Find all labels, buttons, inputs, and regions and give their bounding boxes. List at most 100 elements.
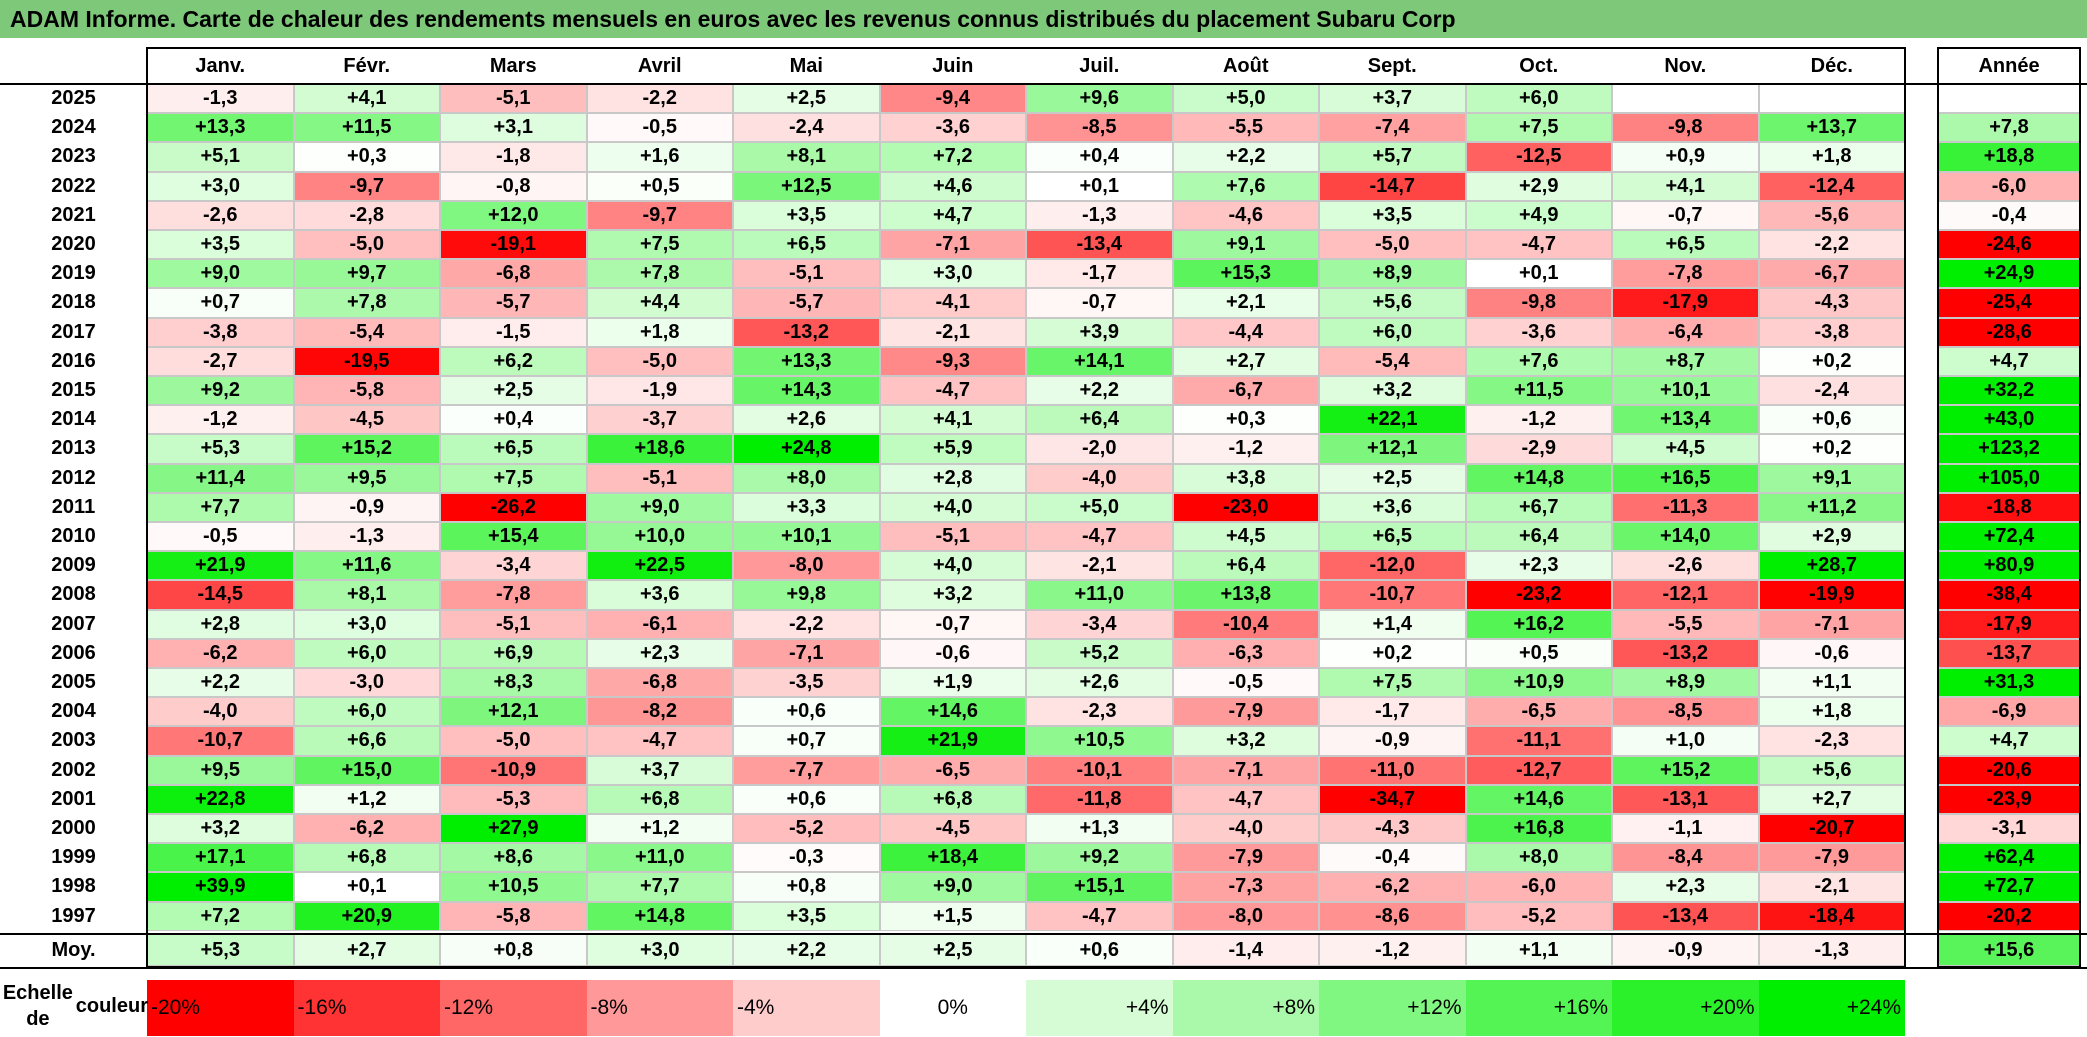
heatmap-cell: +9,5 (293, 463, 440, 493)
heatmap-cell: -1,2 (1465, 405, 1612, 435)
heatmap-cell: +7,7 (147, 492, 294, 522)
heatmap-cell: -10,9 (440, 755, 587, 785)
year-label: 2015 (51, 379, 96, 402)
heatmap-cell: -6,8 (440, 259, 587, 289)
heatmap-cell: +2,2 (1026, 376, 1173, 406)
heatmap-cell: +8,1 (733, 142, 880, 172)
average-cell: +5,3 (147, 934, 294, 966)
year-total-cell: -18,8 (1938, 492, 2080, 522)
heatmap-cell: +5,1 (147, 142, 294, 172)
heatmap-cell: +16,2 (1465, 609, 1612, 639)
heatmap-cell: +6,0 (1465, 84, 1612, 114)
heatmap-cell: +1,2 (293, 784, 440, 814)
heatmap-cell: -0,6 (1758, 638, 1905, 668)
year-label: 2023 (51, 145, 96, 168)
year-label: 1998 (51, 875, 96, 898)
heatmap-cell: -7,1 (1172, 755, 1319, 785)
heatmap-cell: +9,0 (147, 259, 294, 289)
heatmap-cell: +22,8 (147, 784, 294, 814)
year-label: 2016 (51, 349, 96, 372)
year-total-cell: +72,7 (1938, 872, 2080, 902)
heatmap-cell: +10,9 (1465, 668, 1612, 698)
heatmap-cell: +2,7 (1758, 784, 1905, 814)
heatmap-cell: -12,1 (1612, 580, 1759, 610)
heatmap-cell: -2,1 (879, 317, 1026, 347)
heatmap-cell: -6,5 (1465, 697, 1612, 727)
heatmap-cell: -5,1 (440, 609, 587, 639)
heatmap-cell: +9,2 (1026, 843, 1173, 873)
heatmap-cell: -11,1 (1465, 726, 1612, 756)
heatmap-cell: +3,0 (293, 609, 440, 639)
heatmap-cell: +4,4 (586, 288, 733, 318)
color-scale-label-line2: couleur (75, 995, 148, 1017)
month-header: Mai (789, 54, 823, 77)
year-label: 2012 (51, 466, 96, 489)
heatmap-cell: +28,7 (1758, 551, 1905, 581)
average-label: Moy. (51, 938, 96, 961)
heatmap-cell: -2,7 (147, 346, 294, 376)
heatmap-cell: -20,7 (1758, 814, 1905, 844)
heatmap-cell: -1,2 (147, 405, 294, 435)
month-header: Mars (489, 54, 537, 77)
heatmap-cell: -1,7 (1319, 697, 1466, 727)
year-total-cell: +80,9 (1938, 551, 2080, 581)
heatmap-cell: +16,8 (1465, 814, 1612, 844)
heatmap-cell: +2,8 (879, 463, 1026, 493)
heatmap-cell: +1,8 (586, 317, 733, 347)
heatmap-cell: -13,4 (1026, 230, 1173, 260)
year-label: 2024 (51, 116, 96, 139)
color-scale-step: +12% (1319, 980, 1466, 1036)
average-separator (0, 933, 2087, 935)
heatmap-cell: -3,8 (147, 317, 294, 347)
heatmap-cell: +22,5 (586, 551, 733, 581)
heatmap-cell: +2,9 (1465, 171, 1612, 201)
heatmap-cell: -5,0 (586, 346, 733, 376)
heatmap-cell: +11,5 (293, 113, 440, 143)
heatmap-cell: -8,5 (1026, 113, 1173, 143)
heatmap-cell: -0,7 (879, 609, 1026, 639)
heatmap-cell: +18,6 (586, 434, 733, 464)
year-total-cell: +31,3 (1938, 668, 2080, 698)
heatmap-cell: -6,2 (1319, 872, 1466, 902)
heatmap-cell: +3,5 (1319, 200, 1466, 230)
color-scale-label-line1: Echelle de (2, 982, 73, 1030)
heatmap-cell: -8,5 (1612, 697, 1759, 727)
heatmap-cell: +7,2 (147, 901, 294, 931)
heatmap-cell (1612, 84, 1759, 114)
color-scale-step: +20% (1612, 980, 1759, 1036)
heatmap-cell: -0,5 (147, 522, 294, 552)
month-header: Sept. (1367, 54, 1417, 77)
heatmap-cell: -0,9 (1319, 726, 1466, 756)
heatmap-cell: +6,0 (293, 638, 440, 668)
heatmap-cell: +10,0 (586, 522, 733, 552)
heatmap-cell: -2,9 (1465, 434, 1612, 464)
heatmap-cell: -9,7 (586, 200, 733, 230)
heatmap-cell: -6,7 (1758, 259, 1905, 289)
heatmap-cell: -23,2 (1465, 580, 1612, 610)
year-label: 2010 (51, 525, 96, 548)
year-label: 2003 (51, 729, 96, 752)
average-cell: +2,2 (733, 934, 880, 966)
heatmap-cell: +12,0 (440, 200, 587, 230)
average-cell: +0,8 (440, 934, 587, 966)
year-label: 1997 (51, 904, 96, 927)
color-scale-step: -16% (293, 980, 440, 1036)
heatmap-cell: +14,1 (1026, 346, 1173, 376)
heatmap-cell: -5,1 (586, 463, 733, 493)
heatmap-cell: +9,0 (586, 492, 733, 522)
heatmap-cell: -5,8 (293, 376, 440, 406)
average-cell: +2,5 (879, 934, 1026, 966)
heatmap-cell: +14,8 (586, 901, 733, 931)
color-scale-step: -8% (586, 980, 733, 1036)
heatmap-cell: +11,0 (1026, 580, 1173, 610)
heatmap-cell: +24,8 (733, 434, 880, 464)
heatmap-cell: -1,3 (293, 522, 440, 552)
heatmap-cell: +9,2 (147, 376, 294, 406)
heatmap-cell: -7,3 (1172, 872, 1319, 902)
year-total-cell (1938, 84, 2080, 114)
heatmap-cell: +20,9 (293, 901, 440, 931)
heatmap-cell: +8,7 (1612, 346, 1759, 376)
heatmap-cell: +5,2 (1026, 638, 1173, 668)
heatmap-cell: -12,4 (1758, 171, 1905, 201)
heatmap-cell: -6,4 (1612, 317, 1759, 347)
